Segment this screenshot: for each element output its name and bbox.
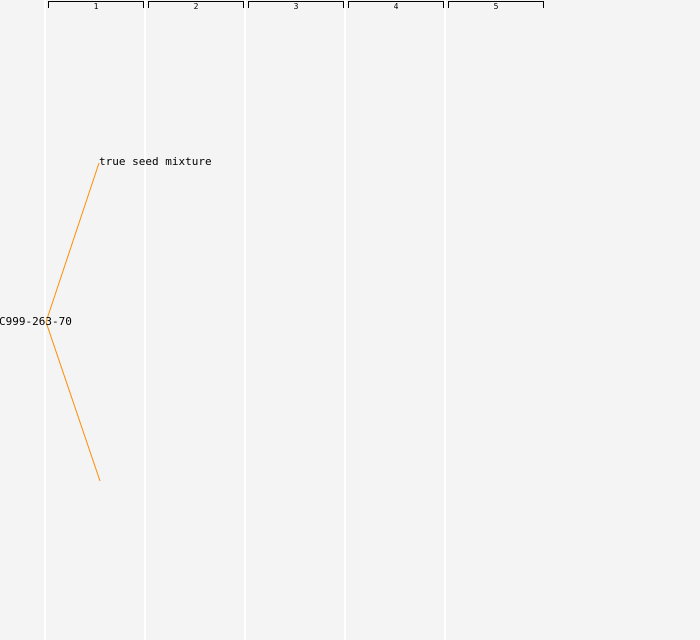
generation-divider	[144, 0, 146, 640]
link-parent-1	[45, 162, 100, 323]
generation-divider	[44, 0, 46, 640]
generation-header-1: 1	[48, 1, 144, 11]
generation-divider	[244, 0, 246, 640]
generation-header-3: 3	[248, 1, 344, 11]
generation-divider	[344, 0, 346, 640]
generation-divider	[444, 0, 446, 640]
parent-node-label[interactable]: true seed mixture	[99, 155, 212, 168]
link-parent-2	[45, 321, 101, 482]
generation-header-5: 5	[448, 1, 544, 11]
generation-header-2: 2	[148, 1, 244, 11]
generation-header-4: 4	[348, 1, 444, 11]
root-node-label[interactable]: C999-263-70	[0, 315, 72, 328]
